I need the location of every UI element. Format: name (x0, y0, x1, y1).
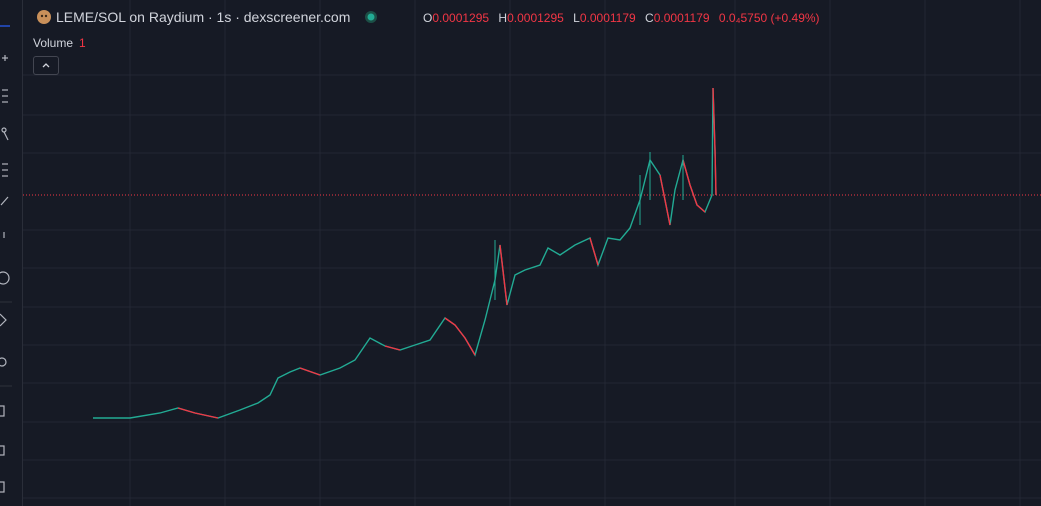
volume-label: Volume (33, 36, 74, 50)
token-icon (37, 10, 51, 24)
collapse-button[interactable] (33, 56, 59, 75)
wicks (494, 152, 684, 300)
ohlc-value: 0.0001179 (653, 11, 710, 25)
pair-title: LEME/SOL on Raydium · 1s · dexscreener.c… (56, 9, 351, 25)
change: 0.0₄5750 (+0.49%) (718, 11, 820, 25)
ohlc-key: O (423, 11, 433, 25)
ohlc-key: C (645, 11, 654, 25)
ohlc-value: 0.0001179 (579, 11, 636, 25)
down-segments (177, 87, 717, 419)
chart-header: LEME/SOL on Raydium · 1s · dexscreener.c… (36, 9, 378, 25)
ohlc-value: 0.0001295 (507, 11, 564, 25)
volume-value: 1 (79, 36, 86, 50)
ohlc-readout: O0.0001295 H0.0001295 L0.0001179 C0.0001… (423, 11, 820, 25)
toolbar (0, 0, 23, 506)
status-dot (365, 11, 378, 23)
grid (23, 0, 1041, 506)
toolbar-icons (0, 25, 12, 493)
ohlc-key: L (573, 11, 580, 25)
volume-legend: Volume 1 (33, 36, 86, 50)
ohlc-value: 0.0001295 (432, 11, 490, 25)
price-path (93, 87, 717, 419)
ohlc-key: H (498, 11, 508, 25)
chevron-icon (42, 63, 50, 68)
